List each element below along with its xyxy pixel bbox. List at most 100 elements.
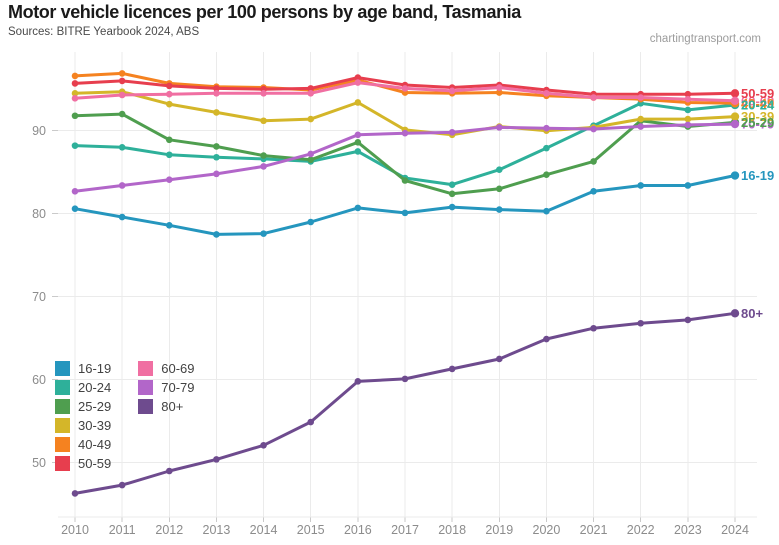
series-point-16-19-2020[interactable] (543, 207, 550, 215)
series-point-25-29-2013[interactable] (213, 143, 220, 150)
legend-item-30-39[interactable]: 30-39 (55, 418, 111, 433)
series-point-70-79-2011[interactable] (118, 182, 126, 189)
series-point-80+-2010[interactable] (71, 490, 79, 497)
series-point-30-39-2015[interactable] (307, 115, 315, 123)
series-point-16-19-2019[interactable] (495, 206, 503, 213)
series-point-80+-2012[interactable] (165, 467, 173, 475)
series-point-80+-2020[interactable] (543, 335, 550, 343)
series-point-16-19-2015[interactable] (307, 218, 315, 226)
series-point-60-69-2011[interactable] (118, 91, 126, 99)
series-point-80+-2015[interactable] (307, 418, 315, 426)
series-point-20-24-2023[interactable] (684, 106, 692, 114)
series-point-30-39-2012[interactable] (165, 100, 173, 108)
series-point-40-49-2011[interactable] (118, 70, 126, 77)
legend-item-25-29[interactable]: 25-29 (55, 399, 111, 414)
series-point-25-29-2014[interactable] (260, 152, 267, 159)
legend-item-50-59[interactable]: 50-59 (55, 456, 111, 471)
series-point-80+-2017[interactable] (401, 375, 409, 383)
series-point-25-29-2016[interactable] (354, 139, 362, 146)
series-point-80+-2018[interactable] (448, 365, 456, 373)
series-point-25-29-2018[interactable] (448, 190, 456, 198)
series-point-25-29-2015[interactable] (307, 156, 315, 164)
series-point-60-69-2019[interactable] (495, 84, 503, 91)
series-point-16-19-2016[interactable] (354, 204, 362, 212)
series-point-40-49-2019[interactable] (495, 89, 503, 96)
series-point-70-79-2012[interactable] (165, 176, 173, 183)
legend-item-70-79[interactable]: 70-79 (138, 380, 195, 395)
series-point-80+-2019[interactable] (495, 355, 503, 363)
series-point-16-19-2012[interactable] (165, 222, 173, 229)
series-point-20-24-2020[interactable] (543, 144, 550, 152)
series-point-16-19-2011[interactable] (118, 213, 126, 221)
series-point-30-39-2014[interactable] (260, 117, 267, 125)
series-point-16-19-2018[interactable] (448, 203, 456, 211)
series-point-70-79-2018[interactable] (448, 129, 456, 136)
series-point-50-59-2010[interactable] (71, 80, 79, 87)
series-point-80+-2022[interactable] (637, 319, 645, 327)
series-point-80+-2021[interactable] (590, 324, 597, 332)
series-point-16-19-2023[interactable] (684, 182, 692, 189)
series-point-60-69-2020[interactable] (543, 90, 550, 97)
series-point-50-59-2011[interactable] (118, 77, 126, 85)
series-point-20-24-2013[interactable] (213, 153, 220, 161)
series-point-50-59-2016[interactable] (354, 74, 362, 81)
series-point-80+-2013[interactable] (213, 456, 220, 463)
legend-item-80+[interactable]: 80+ (138, 399, 194, 414)
legend-item-40-49[interactable]: 40-49 (55, 437, 111, 452)
series-point-70-79-2013[interactable] (213, 170, 220, 178)
series-point-20-24-2012[interactable] (165, 151, 173, 159)
series-point-16-19-2014[interactable] (260, 230, 267, 237)
series-point-60-69-2012[interactable] (165, 90, 173, 98)
series-point-20-24-2016[interactable] (354, 148, 362, 155)
series-point-60-69-2022[interactable] (637, 94, 645, 101)
series-point-50-59-2024[interactable] (730, 89, 740, 98)
series-point-80+-2023[interactable] (684, 316, 692, 324)
legend-item-60-69[interactable]: 60-69 (138, 361, 195, 376)
series-point-70-79-2016[interactable] (354, 131, 362, 139)
series-point-30-39-2013[interactable] (213, 109, 220, 116)
series-point-70-79-2014[interactable] (260, 163, 267, 170)
series-point-70-79-2010[interactable] (71, 187, 79, 195)
series-point-25-29-2012[interactable] (165, 136, 173, 144)
series-point-70-79-2023[interactable] (684, 121, 692, 129)
series-point-20-24-2019[interactable] (495, 166, 503, 174)
series-point-20-24-2011[interactable] (118, 144, 126, 151)
series-point-80+-2024[interactable] (730, 309, 740, 318)
series-point-60-69-2015[interactable] (307, 90, 315, 97)
series-point-40-49-2010[interactable] (71, 72, 79, 80)
series-point-30-39-2023[interactable] (684, 115, 692, 123)
series-point-50-59-2015[interactable] (307, 85, 315, 92)
series-point-70-79-2024[interactable] (730, 119, 740, 129)
series-point-20-24-2010[interactable] (71, 142, 79, 149)
series-point-60-69-2017[interactable] (401, 85, 409, 92)
series-point-16-19-2017[interactable] (401, 209, 409, 217)
series-point-60-69-2024[interactable] (730, 96, 740, 106)
legend-item-20-24[interactable]: 20-24 (55, 380, 111, 395)
series-point-80+-2014[interactable] (260, 441, 267, 449)
series-point-50-59-2023[interactable] (684, 90, 692, 98)
series-point-70-79-2015[interactable] (307, 150, 315, 158)
series-point-60-69-2018[interactable] (448, 87, 456, 95)
series-point-30-39-2024[interactable] (730, 112, 740, 121)
series-point-25-29-2017[interactable] (401, 177, 409, 184)
series-point-16-19-2010[interactable] (71, 205, 79, 213)
series-point-70-79-2017[interactable] (401, 129, 409, 137)
series-point-16-19-2024[interactable] (730, 171, 740, 180)
series-point-50-59-2013[interactable] (213, 85, 220, 92)
series-point-70-79-2019[interactable] (495, 124, 503, 131)
series-point-60-69-2023[interactable] (684, 95, 692, 103)
series-point-70-79-2020[interactable] (543, 124, 550, 132)
series-point-30-39-2010[interactable] (71, 90, 79, 97)
series-point-80+-2016[interactable] (354, 378, 362, 385)
series-point-25-29-2019[interactable] (495, 185, 503, 193)
series-point-60-69-2014[interactable] (260, 90, 267, 97)
series-point-80+-2011[interactable] (118, 481, 126, 489)
legend-item-16-19[interactable]: 16-19 (55, 361, 111, 376)
series-point-60-69-2016[interactable] (354, 79, 362, 86)
series-point-30-39-2022[interactable] (637, 115, 645, 123)
series-point-70-79-2021[interactable] (590, 125, 597, 133)
series-point-50-59-2012[interactable] (165, 82, 173, 90)
series-point-16-19-2021[interactable] (590, 187, 597, 195)
series-point-16-19-2022[interactable] (637, 182, 645, 189)
series-point-60-69-2010[interactable] (71, 95, 79, 102)
